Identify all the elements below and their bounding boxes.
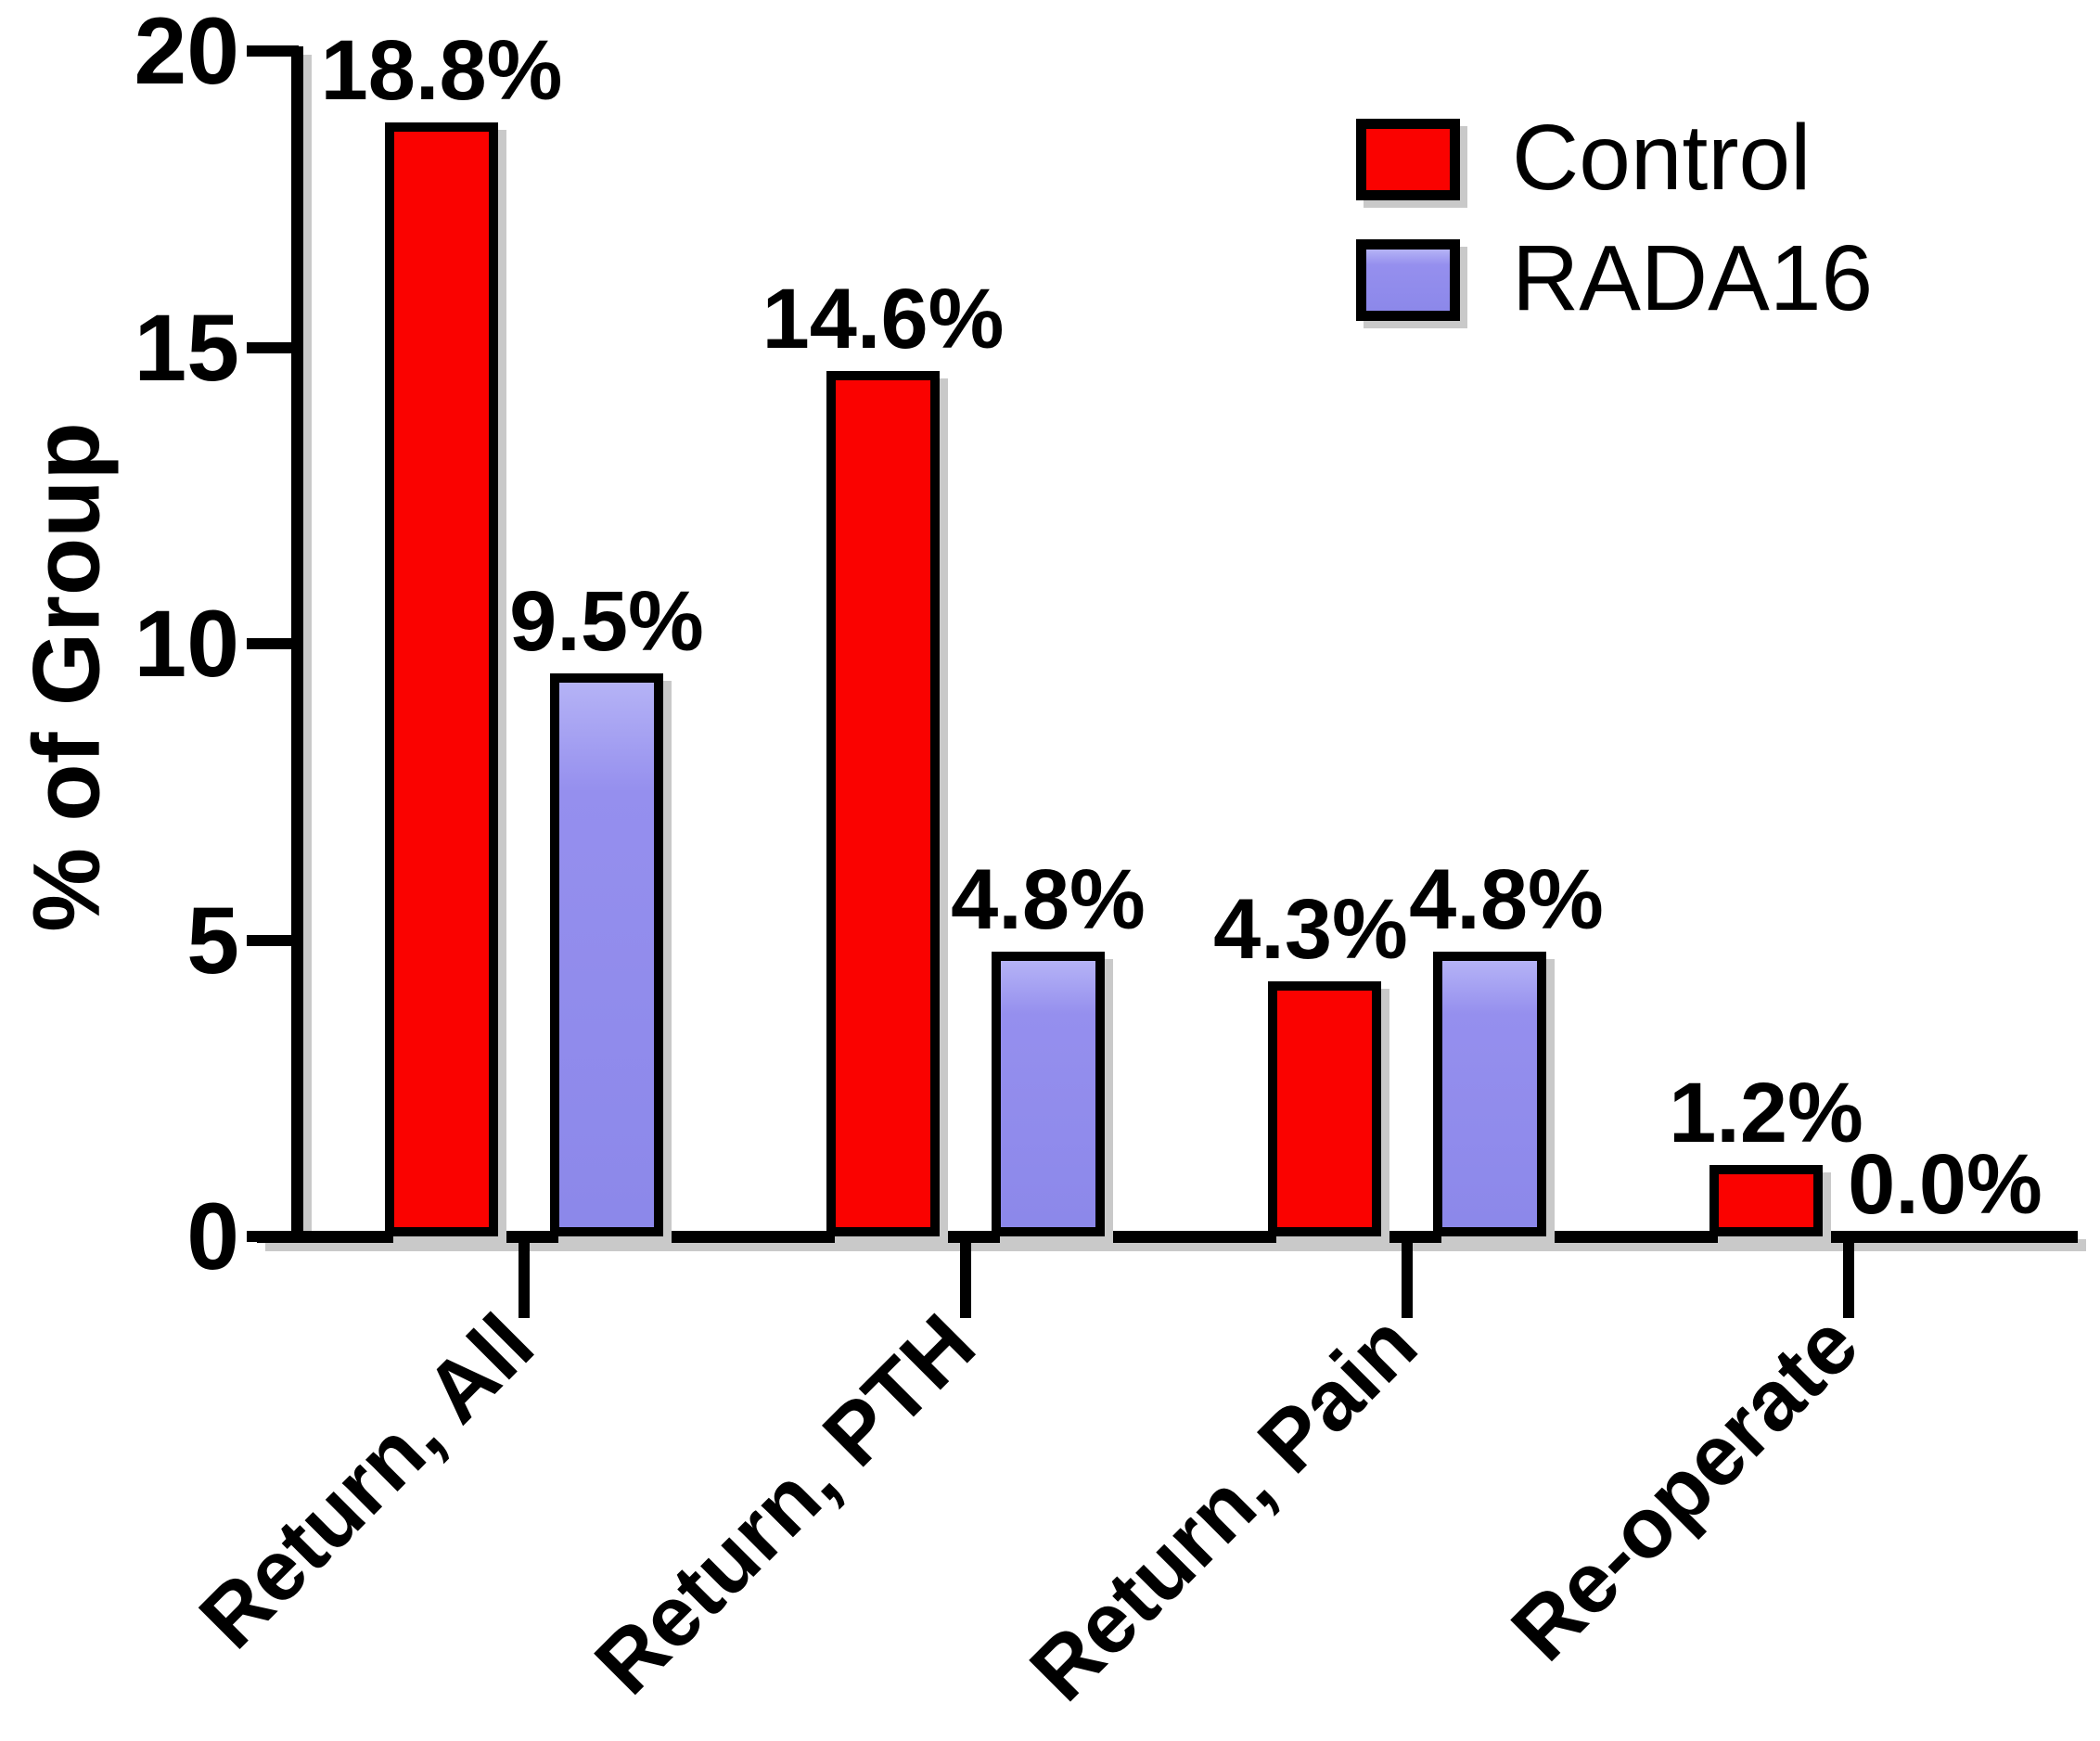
- category-label-return-pth: Return, PTH: [578, 1296, 994, 1712]
- value-label-control-return-pth: 14.6%: [762, 272, 1005, 366]
- value-label-rada16-return-pain: 4.8%: [1409, 852, 1604, 947]
- bar-rada16-return-pth: [992, 952, 1105, 1236]
- value-label-control-return-pain: 4.3%: [1213, 882, 1408, 977]
- x-tick-mark-return-pain: [1402, 1236, 1413, 1318]
- bar-rada16-return-all: [550, 673, 663, 1236]
- x-tick-mark-re-operate: [1843, 1236, 1854, 1318]
- y-tick-mark-10: [247, 638, 299, 649]
- bar-control-return-all: [385, 122, 498, 1236]
- y-tick-label-15: 15: [134, 294, 239, 401]
- category-label-re-operate: Re-operate: [1494, 1296, 1877, 1679]
- y-tick-label-0: 0: [186, 1184, 239, 1289]
- value-label-rada16-re-operate: 0.0%: [1848, 1137, 2042, 1232]
- bar-rada16-return-pain: [1433, 952, 1546, 1236]
- value-label-control-re-operate: 1.2%: [1669, 1066, 1863, 1160]
- legend-swatch-control: [1356, 119, 1460, 200]
- y-tick-label-5: 5: [186, 887, 239, 993]
- value-label-rada16-return-pth: 4.8%: [951, 852, 1146, 947]
- y-tick-mark-15: [247, 341, 299, 353]
- y-tick-mark-20: [247, 45, 299, 57]
- y-tick-label-10: 10: [134, 591, 239, 697]
- value-label-control-return-all: 18.8%: [320, 23, 563, 118]
- legend-label-rada16: RADA16: [1512, 226, 1874, 330]
- legend-label-control: Control: [1512, 106, 1812, 210]
- x-tick-mark-return-pth: [960, 1236, 971, 1318]
- x-tick-mark-return-all: [519, 1236, 530, 1318]
- bar-control-return-pain: [1268, 981, 1381, 1236]
- bar-control-re-operate: [1709, 1165, 1823, 1236]
- x-axis-line: [257, 1231, 2078, 1243]
- legend-swatch-rada16: [1356, 239, 1460, 321]
- y-tick-mark-5: [247, 934, 299, 946]
- category-label-return-pain: Return, Pain: [1012, 1296, 1436, 1720]
- value-label-rada16-return-all: 9.5%: [509, 574, 704, 669]
- y-tick-mark-0: [247, 1231, 299, 1242]
- category-label-return-all: Return, All: [182, 1296, 553, 1667]
- bar-control-return-pth: [826, 371, 940, 1236]
- y-tick-label-20: 20: [134, 0, 239, 104]
